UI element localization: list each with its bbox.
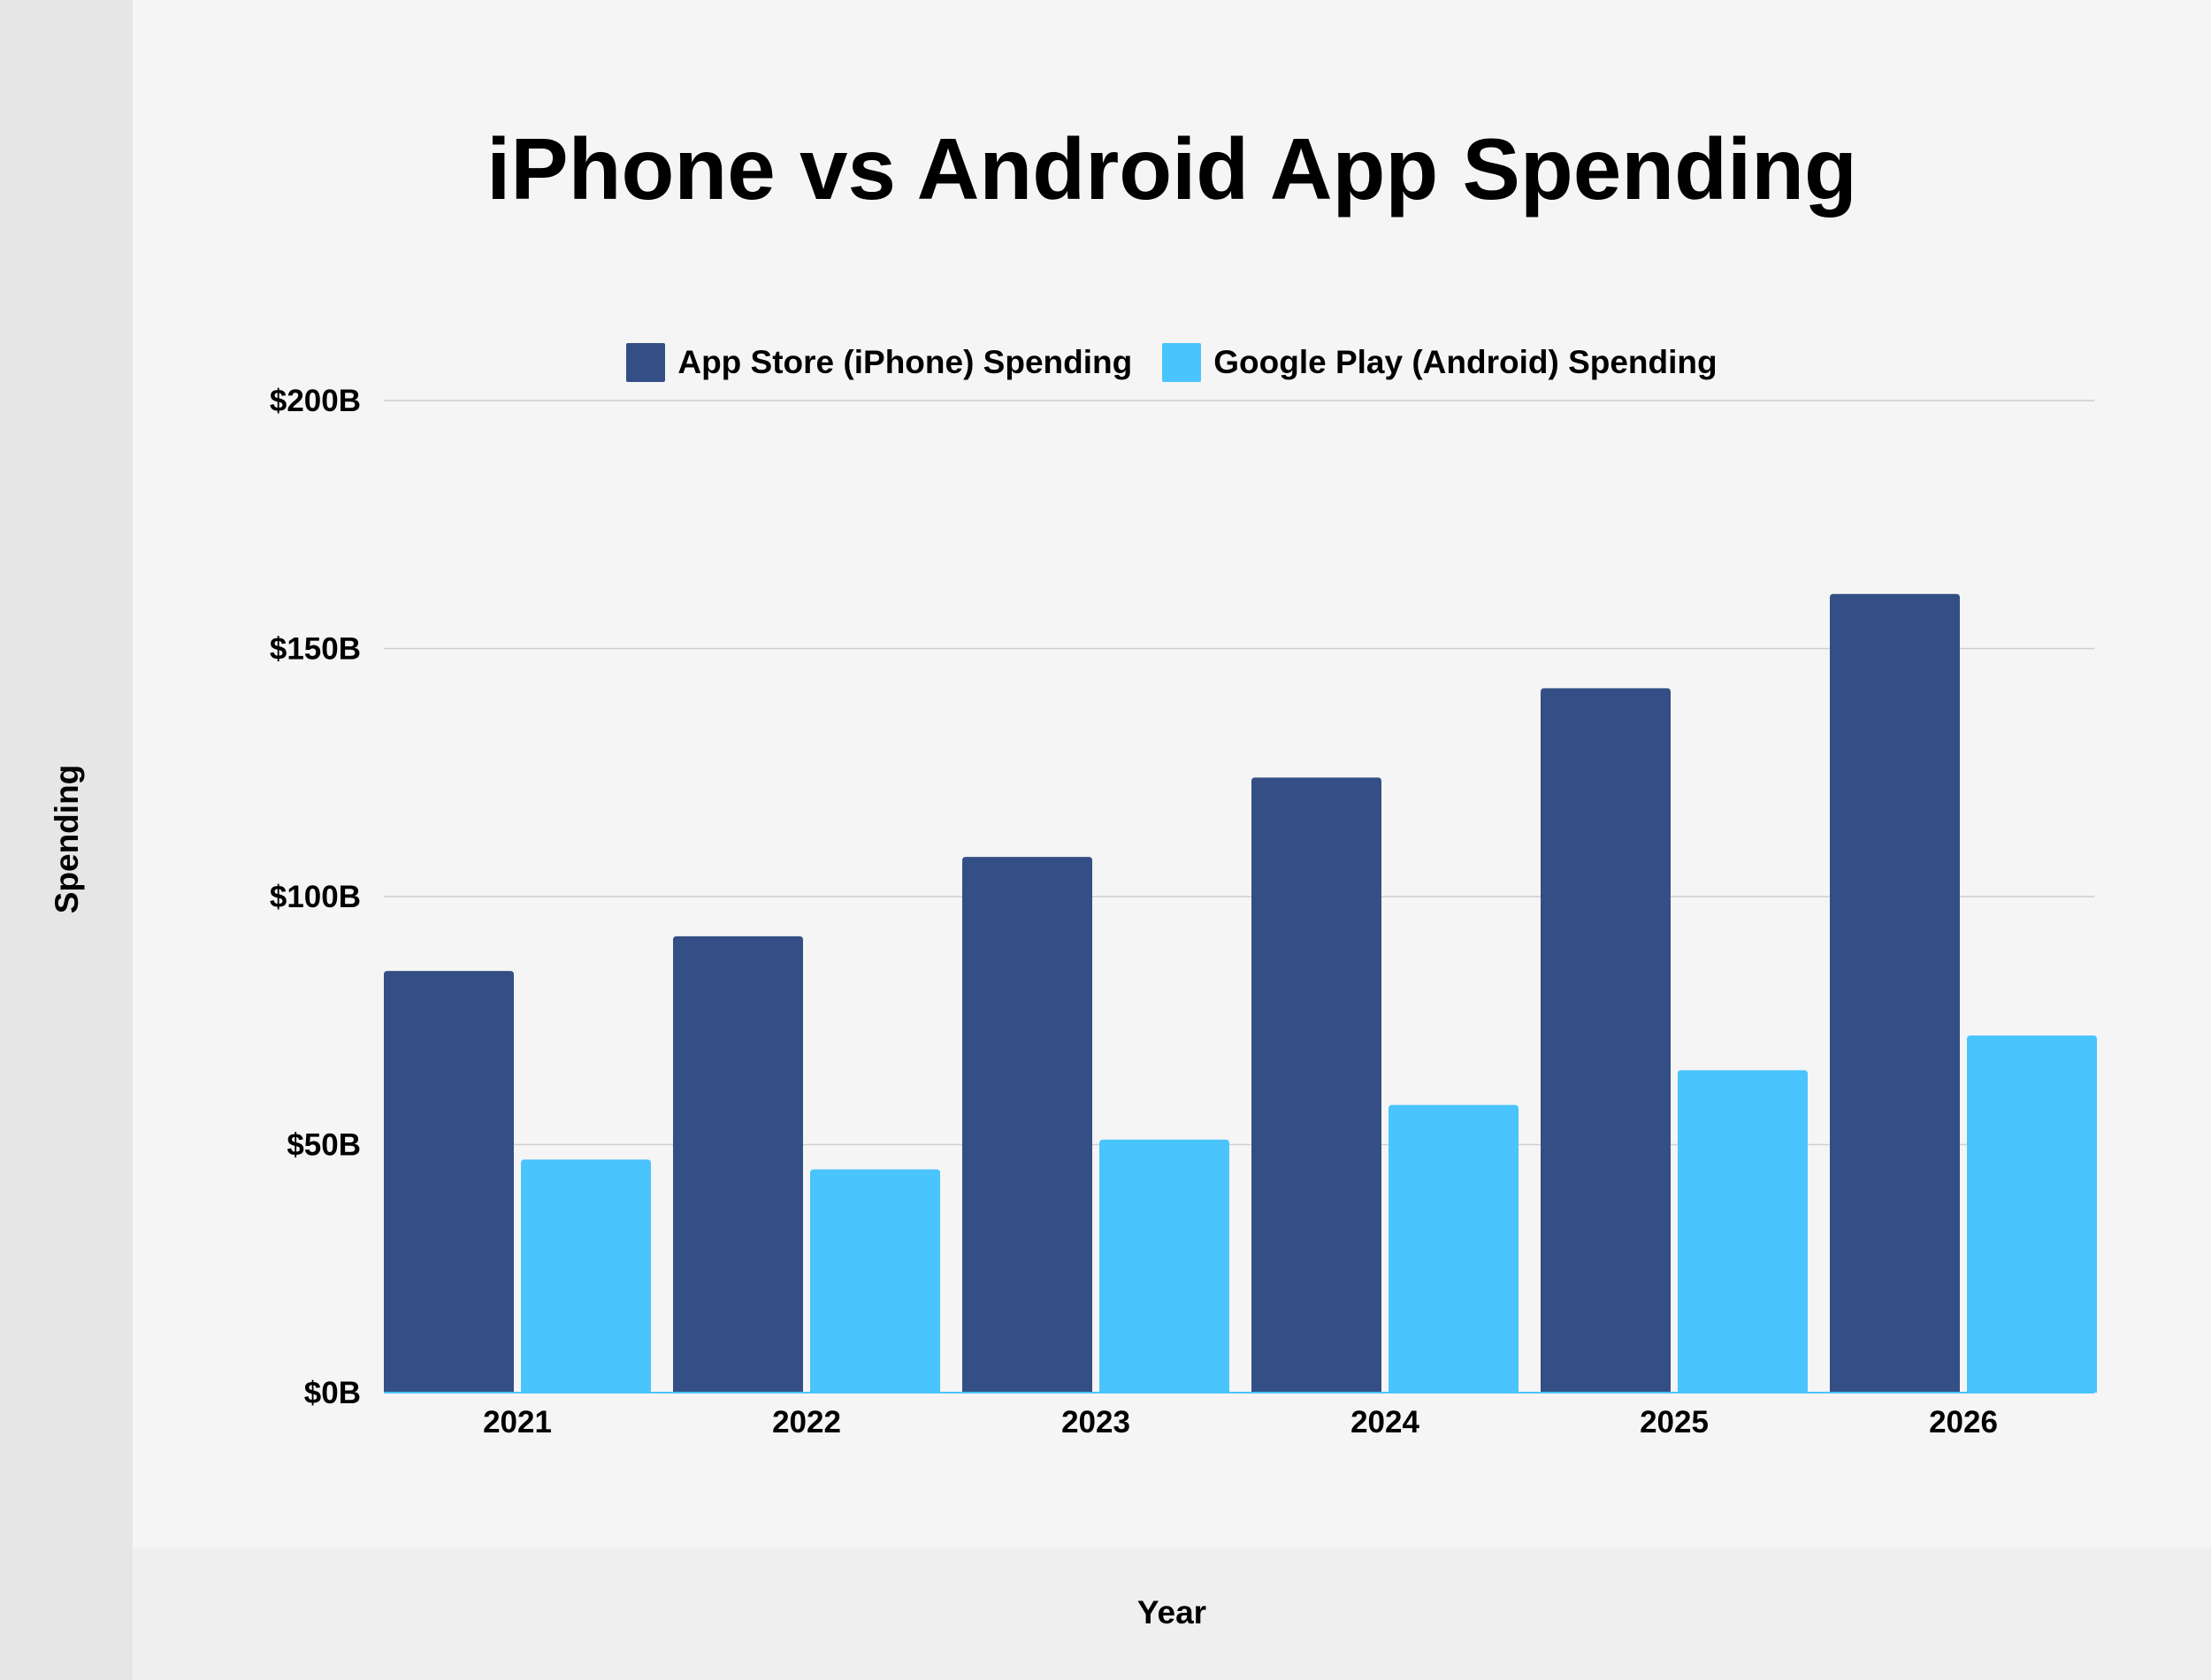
bar-google-play-2023 bbox=[1099, 1139, 1229, 1393]
bar-app-store-2024 bbox=[1251, 777, 1381, 1393]
bar-google-play-2022 bbox=[810, 1169, 940, 1393]
x-tick-label: 2026 bbox=[1929, 1405, 1998, 1439]
bar-google-play-2021 bbox=[521, 1159, 651, 1393]
bar-app-store-2023 bbox=[962, 857, 1092, 1393]
x-axis-label: Year bbox=[1136, 1594, 1207, 1630]
y-tick-label: $150B bbox=[270, 632, 361, 667]
bar-app-store-2026 bbox=[1830, 593, 1960, 1393]
bar-app-store-2022 bbox=[673, 935, 803, 1393]
x-tick-label: 2024 bbox=[1350, 1405, 1419, 1439]
bar-app-store-2021 bbox=[384, 971, 514, 1393]
legend-item-google-play: Google Play (Android) Spending bbox=[1162, 343, 1718, 382]
y-tick-label: $50B bbox=[287, 1128, 361, 1163]
legend-swatch-app-store bbox=[626, 343, 666, 382]
left-panel bbox=[0, 0, 133, 1680]
x-tick-label: 2025 bbox=[1640, 1405, 1709, 1439]
legend-item-app-store: App Store (iPhone) Spending bbox=[626, 343, 1132, 382]
bar-app-store-2025 bbox=[1541, 688, 1671, 1393]
bar-google-play-2024 bbox=[1389, 1104, 1519, 1393]
x-tick-label: 2023 bbox=[1061, 1405, 1130, 1439]
legend-label-app-store: App Store (iPhone) Spending bbox=[677, 344, 1133, 380]
x-tick-label: 2022 bbox=[772, 1405, 841, 1439]
y-tick-label: $100B bbox=[270, 880, 361, 914]
legend-swatch-google-play bbox=[1162, 343, 1202, 382]
x-tick-label: 2021 bbox=[483, 1405, 552, 1439]
bottom-panel bbox=[133, 1547, 2211, 1680]
chart-title: iPhone vs Android App Spending bbox=[486, 120, 1857, 218]
legend: App Store (iPhone) Spending Google Play … bbox=[133, 343, 2211, 382]
y-tick-label: $0B bbox=[304, 1376, 361, 1410]
legend-label-google-play: Google Play (Android) Spending bbox=[1213, 344, 1718, 380]
bar-google-play-2025 bbox=[1678, 1070, 1808, 1393]
bar-google-play-2026 bbox=[1967, 1035, 2097, 1393]
y-tick-label: $200B bbox=[270, 384, 361, 418]
